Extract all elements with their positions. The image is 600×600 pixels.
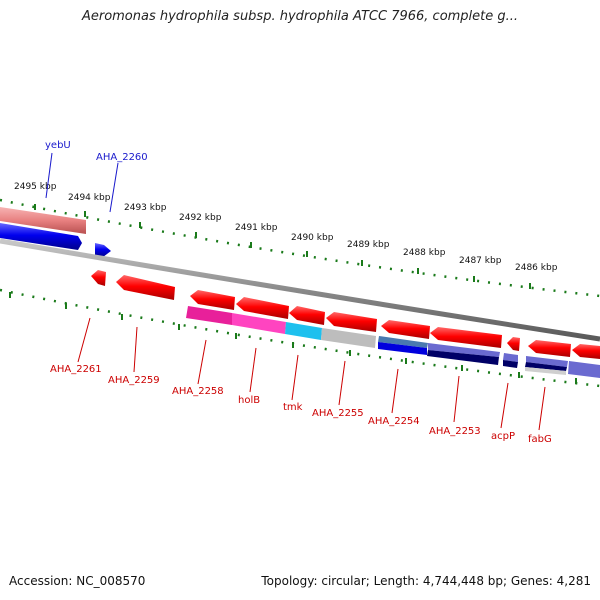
gene-arrow-reverse[interactable] [236, 297, 289, 319]
kbp-label: 2492 kbp [179, 213, 222, 223]
inner-major-ticks [9, 292, 577, 384]
kbp-label: 2494 kbp [68, 193, 111, 203]
reverse-gene-label: AHA_2254 [368, 416, 420, 427]
gene-arrow-reverse[interactable] [507, 337, 520, 351]
reverse-gene-label: tmk [283, 402, 303, 413]
forward-leader-lines [45, 152, 119, 213]
kbp-label: 2495 kbp [14, 182, 57, 192]
reverse-gene-label: AHA_2255 [312, 408, 364, 419]
outer-tick-ring [0, 198, 600, 298]
gene-arrow-forward[interactable] [0, 223, 82, 250]
forward-gene-track [0, 207, 111, 257]
reverse-gene-label: AHA_2258 [172, 386, 224, 397]
genome-backbone [0, 238, 600, 342]
gene-arrow-reverse[interactable] [528, 340, 571, 357]
outer-major-ticks [34, 204, 531, 289]
kbp-label: 2493 kbp [124, 203, 167, 213]
gene-arrow-forward-faded[interactable] [0, 207, 86, 234]
forward-gene-label: AHA_2260 [96, 152, 148, 163]
reverse-gene-labels: AHA_2261 AHA_2259 AHA_2258 holB tmk AHA_… [50, 364, 552, 445]
genome-title: Aeromonas hydrophila subsp. hydrophila A… [81, 9, 519, 24]
kbp-label: 2489 kbp [347, 240, 390, 250]
reverse-gene-label: fabG [528, 434, 552, 445]
reverse-gene-label: AHA_2261 [50, 364, 102, 375]
gene-arrow-reverse[interactable] [116, 275, 175, 300]
reverse-gene-label: AHA_2253 [429, 426, 481, 437]
gene-arrow-reverse[interactable] [289, 306, 325, 325]
gene-arrow-reverse[interactable] [430, 327, 502, 348]
kbp-label: 2491 kbp [235, 223, 278, 233]
gene-arrow-reverse[interactable] [381, 320, 430, 339]
gene-arrow-reverse[interactable] [190, 290, 235, 310]
kbp-label: 2487 kbp [459, 256, 502, 266]
reverse-gene-label: holB [238, 395, 260, 406]
gene-arrow-reverse[interactable] [326, 312, 377, 332]
reverse-gene-track [91, 270, 600, 359]
accession-text: Accession: NC_008570 [9, 574, 146, 588]
kbp-tick-labels: 2495 kbp 2494 kbp 2493 kbp 2492 kbp 2491… [14, 182, 558, 273]
reverse-gene-label: acpP [491, 431, 515, 442]
kbp-label: 2486 kbp [515, 263, 558, 273]
reverse-gene-label: AHA_2259 [108, 375, 160, 386]
gene-arrow-reverse[interactable] [91, 270, 106, 286]
gene-arrow-forward[interactable] [95, 243, 111, 257]
kbp-label: 2490 kbp [291, 233, 334, 243]
forward-gene-label: yebU [45, 140, 71, 151]
kbp-label: 2488 kbp [403, 248, 446, 258]
reverse-leader-lines [77, 317, 546, 431]
gene-arrow-reverse[interactable] [572, 344, 600, 359]
genome-summary-text: Topology: circular; Length: 4,744,448 bp… [261, 574, 591, 588]
annotation-band [186, 306, 600, 378]
